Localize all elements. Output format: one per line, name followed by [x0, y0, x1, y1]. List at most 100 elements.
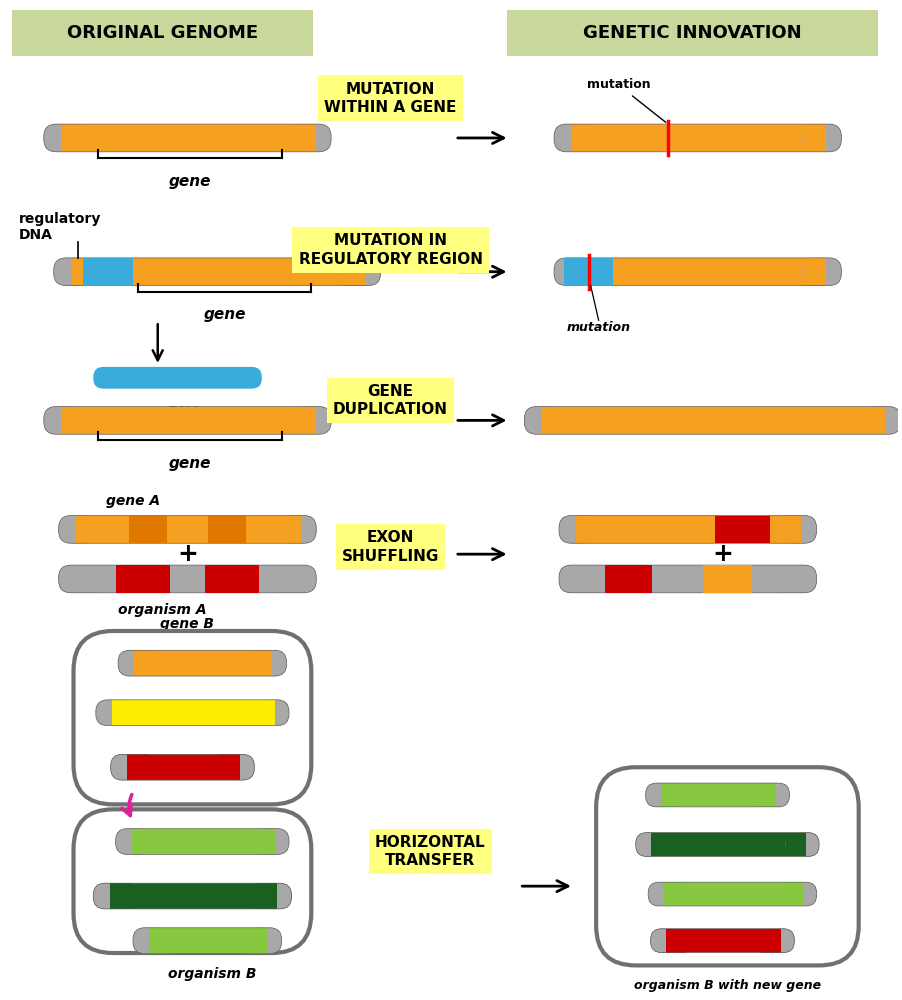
FancyBboxPatch shape	[44, 124, 331, 152]
FancyBboxPatch shape	[12, 10, 313, 56]
FancyBboxPatch shape	[44, 407, 331, 434]
FancyBboxPatch shape	[524, 407, 563, 434]
Bar	[576, 565, 600, 593]
FancyBboxPatch shape	[803, 258, 842, 286]
FancyBboxPatch shape	[292, 407, 331, 434]
Text: EXON
SHUFFLING: EXON SHUFFLING	[342, 530, 439, 564]
Bar	[205, 565, 259, 593]
FancyBboxPatch shape	[292, 124, 331, 152]
FancyBboxPatch shape	[115, 829, 152, 854]
Bar	[253, 700, 275, 726]
FancyBboxPatch shape	[559, 565, 816, 593]
FancyBboxPatch shape	[59, 565, 317, 593]
FancyBboxPatch shape	[646, 783, 679, 807]
FancyBboxPatch shape	[862, 407, 901, 434]
Bar	[149, 928, 171, 954]
FancyBboxPatch shape	[59, 516, 97, 543]
FancyBboxPatch shape	[59, 516, 317, 543]
FancyBboxPatch shape	[636, 833, 819, 856]
FancyBboxPatch shape	[646, 783, 789, 807]
Bar	[251, 650, 272, 676]
FancyBboxPatch shape	[115, 829, 289, 854]
Text: MUTATION IN
REGULATORY REGION: MUTATION IN REGULATORY REGION	[299, 233, 483, 267]
Text: mutation: mutation	[586, 78, 666, 122]
Bar	[278, 516, 300, 543]
FancyBboxPatch shape	[218, 754, 254, 780]
Bar	[292, 407, 316, 434]
FancyBboxPatch shape	[554, 258, 593, 286]
Bar	[71, 258, 95, 286]
FancyBboxPatch shape	[245, 928, 281, 954]
FancyBboxPatch shape	[93, 367, 262, 389]
Text: +: +	[177, 542, 198, 566]
Text: gene A: gene A	[106, 494, 160, 508]
FancyBboxPatch shape	[133, 928, 281, 954]
Bar	[61, 407, 85, 434]
Bar	[663, 882, 684, 906]
FancyBboxPatch shape	[650, 929, 795, 953]
Bar	[778, 565, 801, 593]
FancyBboxPatch shape	[93, 883, 291, 909]
Text: GENE
DUPLICATION: GENE DUPLICATION	[333, 384, 448, 417]
Bar	[576, 516, 600, 543]
Bar	[278, 565, 300, 593]
FancyBboxPatch shape	[342, 258, 381, 286]
FancyBboxPatch shape	[251, 650, 287, 676]
Bar	[572, 124, 594, 152]
Bar	[61, 124, 85, 152]
FancyBboxPatch shape	[118, 650, 154, 676]
FancyBboxPatch shape	[111, 754, 147, 780]
Bar	[208, 516, 246, 543]
FancyBboxPatch shape	[756, 783, 789, 807]
FancyBboxPatch shape	[93, 883, 129, 909]
FancyBboxPatch shape	[783, 882, 816, 906]
FancyBboxPatch shape	[650, 929, 684, 953]
Bar	[245, 928, 267, 954]
FancyBboxPatch shape	[133, 928, 169, 954]
Text: regulatory
DNA: regulatory DNA	[19, 212, 101, 242]
Text: gene: gene	[169, 174, 211, 189]
Bar	[650, 833, 671, 856]
FancyBboxPatch shape	[554, 258, 842, 286]
Bar	[255, 883, 277, 909]
FancyBboxPatch shape	[44, 124, 83, 152]
FancyBboxPatch shape	[559, 516, 598, 543]
FancyBboxPatch shape	[786, 833, 819, 856]
Text: mutation: mutation	[566, 321, 630, 334]
FancyBboxPatch shape	[278, 565, 317, 593]
FancyBboxPatch shape	[524, 407, 901, 434]
Bar	[803, 124, 826, 152]
Text: HORIZONTAL
TRANSFER: HORIZONTAL TRANSFER	[375, 835, 485, 868]
FancyBboxPatch shape	[508, 10, 878, 56]
Bar	[862, 407, 885, 434]
FancyBboxPatch shape	[778, 516, 816, 543]
Text: mRNA: mRNA	[154, 405, 201, 419]
Bar	[715, 516, 769, 543]
Bar	[703, 565, 752, 593]
FancyBboxPatch shape	[554, 124, 842, 152]
Bar	[115, 565, 170, 593]
FancyBboxPatch shape	[54, 258, 93, 286]
Bar	[756, 783, 777, 807]
Bar	[783, 882, 804, 906]
Bar	[129, 516, 167, 543]
FancyBboxPatch shape	[649, 882, 816, 906]
Bar	[564, 258, 613, 286]
Bar	[786, 833, 806, 856]
Bar	[803, 258, 826, 286]
Text: organism B: organism B	[168, 967, 256, 981]
FancyBboxPatch shape	[253, 700, 289, 726]
Bar	[253, 829, 275, 854]
Bar	[542, 407, 566, 434]
Bar	[572, 258, 594, 286]
FancyBboxPatch shape	[559, 516, 816, 543]
Bar	[604, 565, 652, 593]
Bar	[76, 565, 99, 593]
Text: gene B: gene B	[161, 617, 215, 631]
Bar	[127, 754, 149, 780]
FancyBboxPatch shape	[44, 407, 83, 434]
Bar	[134, 650, 156, 676]
FancyBboxPatch shape	[54, 258, 381, 286]
Bar	[778, 516, 801, 543]
FancyBboxPatch shape	[278, 516, 317, 543]
